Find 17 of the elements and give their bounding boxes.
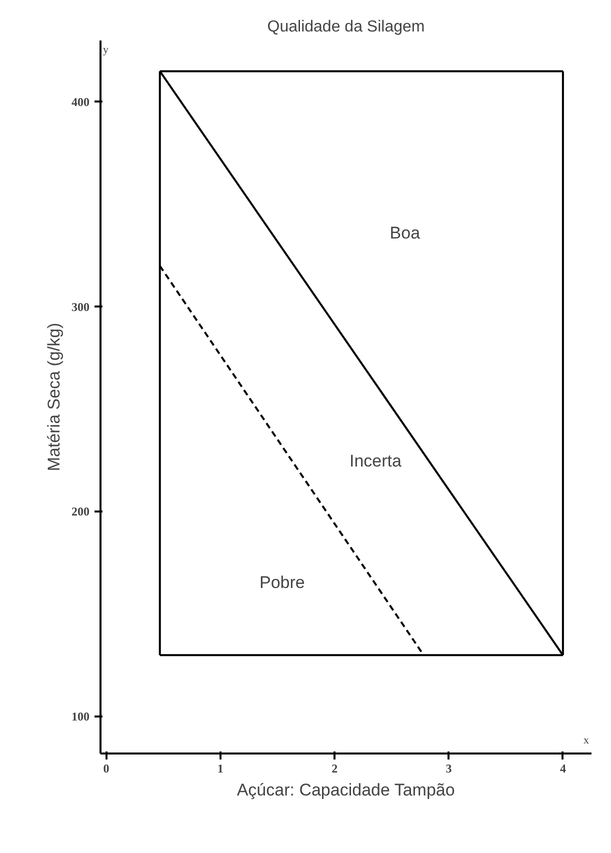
x-axis-title: Açúcar: Capacidade Tampão [236, 780, 455, 800]
x-tick-label: 2 [332, 762, 338, 776]
annotation: y [102, 44, 109, 56]
y-tick-label: 300 [72, 300, 90, 314]
x-tick-label: 1 [217, 762, 224, 776]
y-tick-label: 200 [72, 504, 90, 519]
y-tick-label: 400 [72, 94, 90, 109]
x-tick-label: 0 [103, 762, 110, 776]
chart-title: Qualidade da Silagem [267, 18, 425, 36]
y-axis-title: Matéria Seca (g/kg) [44, 322, 64, 472]
annotation: Incerta [349, 452, 402, 471]
x-tick-label: 3 [446, 762, 452, 776]
annotation: Boa [390, 224, 421, 243]
x-tick-label: 4 [560, 762, 566, 776]
annotation: Pobre [259, 572, 305, 592]
y-tick-label: 100 [72, 710, 90, 724]
annotation: x [584, 734, 590, 746]
